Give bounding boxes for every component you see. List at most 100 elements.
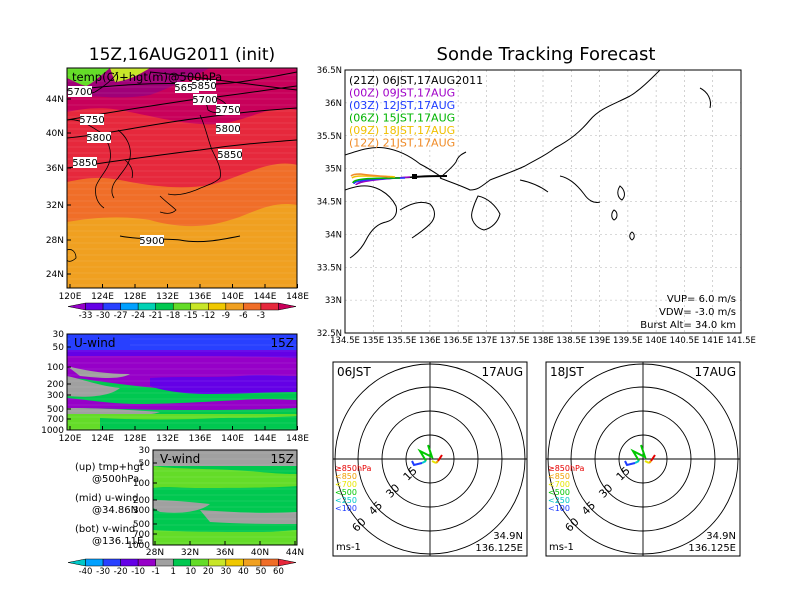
trajectories [350,173,448,186]
lat-tick-label: 36N [325,99,342,109]
level-legend-entry: <700 [335,480,357,489]
colorbar-label: -15 [184,311,198,321]
colorbar-swatch [155,558,174,567]
colorbar-swatch [260,558,279,567]
hodograph-trace [435,460,439,464]
colorbar-swatch [172,558,192,567]
pressure-tick-label: 200 [133,496,150,506]
lon-tick-label: 137E [476,336,498,346]
lat-tick-label: 36N [46,164,64,174]
colorbar-label: -9 [222,311,230,321]
pressure-tick-label: 500 [47,405,64,415]
level-legend-entry: <500 [335,488,357,497]
hodograph-time: 06JST [337,365,371,379]
colorbar-label: -6 [239,311,247,321]
lon-tick-label: 137.5E [500,336,530,346]
colorbar-swatch [102,558,121,567]
contour-label: 5650 [174,83,199,94]
hodograph-trace [411,460,423,467]
pressure-tick-label: 200 [47,380,64,390]
pressure-tick-label: 30 [53,330,65,340]
level-legend-entry: <700 [548,480,570,489]
pressure-tick-label: 700 [133,530,150,540]
level-legend-entry: ≥850hPa [548,464,585,473]
colorbar-label: -12 [201,311,215,321]
colorbar-label: -30 [96,567,110,577]
lat-tick-label: 44N [46,95,64,105]
contour-label: 5700 [192,95,217,106]
colorbar-label: 10 [185,567,196,577]
colorbar-swatch [190,558,209,567]
colorbar-swatch [225,558,244,567]
colorbar-swatch [102,302,121,311]
left-title: 15Z,16AUG2011 (init) [89,45,275,65]
lat-tick-label: 34.5N [317,198,342,208]
lat-tick-label: 36N [216,548,234,558]
colorbar-swatch [208,302,227,311]
top-map-lon-axis: 120E 124E 128E 132E 136E 140E 144E 148E [59,284,309,302]
burst-text: Burst Alt= 34.0 km [640,320,736,331]
hodograph-trace [644,460,650,464]
tracking-map: 36.5N 36N 35.5N 35N 34.5N 34N 33.5N 33N 32.5N 13… [317,66,756,346]
trajectory-12z [350,173,391,178]
hodograph-trace [648,460,652,464]
lon-tick-label: 148E [286,434,309,444]
colorbar-swatch [155,302,174,311]
lon-tick-label: 134.5E [330,336,360,346]
lon-tick-label: 128E [124,292,147,302]
hodograph-trace [630,444,647,462]
lon-tick-label: 120E [59,292,82,302]
colorbar-label: -27 [114,311,128,321]
lon-tick-label: 135.5E [387,336,417,346]
level-legend-entry: <500 [548,488,570,497]
colorbar-swatch [85,558,104,567]
legend-notes: (up) tmp+hgt @500hPa (mid) u-wind @34.86… [75,462,144,547]
colorbar-label: -10 [131,567,145,577]
hodograph-date: 17AUG [481,365,523,379]
colorbar-swatch [278,302,297,311]
level-legend-entry: <100 [335,504,357,513]
contour-label: 5850 [191,81,216,92]
lon-tick-label: 128E [124,434,147,444]
level-legend-entry: <250 [548,496,570,505]
colorbar-label: 30 [220,567,231,577]
pressure-tick-label: 30 [139,446,151,456]
lon-tick-label: 148E [286,292,309,302]
lat-tick-label: 36.5N [317,66,342,76]
colorbar-swatch [243,302,262,311]
lat-tick-label: 44N [286,548,304,558]
colorbar-label: -40 [79,567,93,577]
colorbar-swatch [243,558,262,567]
contour-label: 5800 [86,133,111,144]
pressure-tick-label: 1000 [41,426,64,436]
colorbar-label: -18 [166,311,180,321]
hodograph-units: ms-1 [336,542,361,553]
legend-note-line: @136.11E [92,536,143,547]
pressure-tick-label: 1000 [127,541,150,551]
pressure-tick-label: 500 [133,520,150,530]
lat-tick-label: 24N [46,270,64,280]
lon-tick-label: 132E [156,434,179,444]
lon-tick-label: 138.5E [556,336,586,346]
hodograph-trace [634,460,640,464]
colorbar-label: 20 [203,567,214,577]
lon-tick-label: 140E [645,336,667,346]
vwind-time: 15Z [271,452,295,466]
colorbar-label: -20 [114,567,128,577]
lat-tick-label: 32N [46,201,64,211]
lat-tick-label: 40N [46,129,64,139]
contour-label: 5850 [217,150,242,161]
hodograph-lon: 136.125E [688,543,736,554]
lat-tick-label: 34N [325,230,342,240]
vwind-label: V-wind [160,452,200,466]
lon-tick-label: 140E [221,292,244,302]
legend-note-line: (up) tmp+hgt [75,462,144,473]
legend-note-line: @500hPa [92,474,139,485]
hodograph-trace [417,444,434,462]
lon-tick-label: 139E [589,336,611,346]
lon-tick-label: 144E [254,434,277,444]
colorbar-label: 40 [238,567,249,577]
